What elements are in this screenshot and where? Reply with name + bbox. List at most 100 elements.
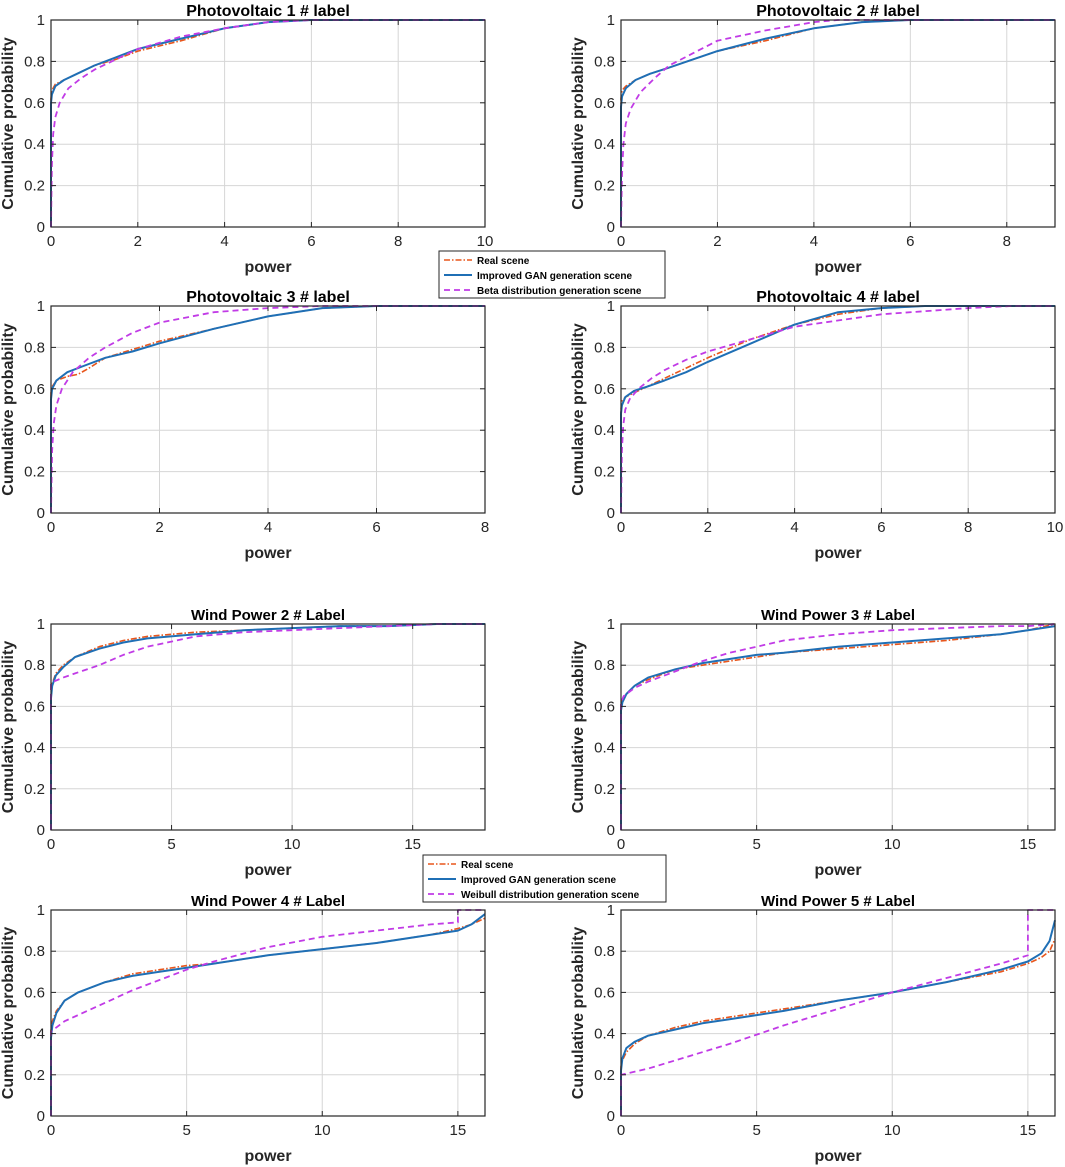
tick-label-y: 0.4 (24, 740, 45, 757)
tick-label-y: 0.4 (594, 136, 615, 153)
tick-label-y: 0.8 (594, 943, 615, 960)
tick-label-y: 0.8 (594, 339, 615, 356)
x-axis-label: power (814, 1148, 861, 1165)
tick-label-x: 2 (134, 233, 142, 250)
tick-label-y: 0.6 (594, 698, 615, 715)
tick-label-x: 4 (220, 233, 228, 250)
x-axis-label: power (244, 1148, 291, 1165)
series-gan (620, 305, 1055, 513)
tick-label-y: 0 (607, 1108, 615, 1125)
tick-label-x: 10 (477, 233, 494, 250)
tick-label-y: 0 (37, 219, 45, 236)
chart-5: 0 5 10 15 0 0.2 0.4 0.6 0.8 1 Wind Power 2 # Label… (0, 607, 486, 879)
axes-box (620, 19, 1056, 228)
series-dist (620, 623, 1056, 830)
tick-label-y: 0 (607, 822, 615, 839)
tick-label-y: 0.8 (24, 657, 45, 674)
tick-label-y: 0.4 (594, 740, 615, 757)
tick-label-x: 2 (713, 233, 721, 250)
tick-label-y: 0.8 (24, 943, 45, 960)
series-dist (620, 19, 1055, 228)
tick-label-x: 8 (1003, 233, 1011, 250)
tick-label-y: 0 (37, 1108, 45, 1125)
tick-label-x: 6 (307, 233, 315, 250)
chart-title: Wind Power 2 # Label (191, 607, 345, 624)
legend-box (422, 854, 667, 903)
tick-label-y: 1 (607, 902, 615, 919)
legend-box (438, 250, 666, 299)
tick-label-x: 4 (810, 233, 818, 250)
tick-label-y: 0.2 (594, 1067, 615, 1084)
tick-label-y: 1 (37, 616, 45, 633)
x-axis-label: power (244, 545, 291, 562)
tick-label-y: 0.8 (594, 657, 615, 674)
x-axis-label: power (814, 545, 861, 562)
tick-label-y: 0.6 (24, 381, 45, 398)
tick-label-x: 10 (314, 1122, 331, 1139)
tick-label-y: 1 (607, 12, 615, 29)
tick-label-y: 0.2 (594, 781, 615, 798)
x-axis-label: power (814, 259, 861, 276)
legend-label: Weibull distribution generation scene (461, 890, 640, 901)
tick-label-x: 15 (1020, 1122, 1037, 1139)
axes-box (620, 909, 1056, 1117)
y-axis-label: Cumulative probability (0, 323, 17, 496)
series-dist (620, 909, 1055, 1116)
series-dist (50, 909, 485, 1116)
tick-label-y: 1 (607, 298, 615, 315)
tick-label-y: 0.4 (24, 136, 45, 153)
y-axis-label: Cumulative probability (0, 37, 17, 210)
tick-label-y: 0 (607, 505, 615, 522)
chart-1: 0 2 4 6 8 10 0 0.2 0.4 0.6 0.8 1 Photovoltaic 1 # la… (0, 3, 493, 276)
tick-label-x: 6 (906, 233, 914, 250)
plot-area (51, 20, 485, 227)
tick-label-x: 0 (47, 519, 55, 536)
chart-6: 0 5 10 15 0 0.2 0.4 0.6 0.8 1 Wind Power 3 # Label… (570, 607, 1056, 879)
chart-title: Photovoltaic 2 # label (756, 3, 920, 20)
legend-photovoltaic: Real scene Improved GAN generation scene B… (438, 250, 666, 299)
tick-label-y: 0.2 (24, 178, 45, 195)
tick-label-x: 5 (182, 1122, 190, 1139)
tick-label-y: 0 (37, 822, 45, 839)
tick-label-y: 0.8 (24, 339, 45, 356)
series-gan (620, 625, 1056, 830)
tick-label-y: 0 (607, 219, 615, 236)
tick-label-y: 0.2 (24, 464, 45, 481)
series-dist (50, 623, 485, 830)
tick-label-x: 4 (790, 519, 798, 536)
tick-label-y: 0.6 (594, 984, 615, 1001)
tick-label-x: 15 (450, 1122, 467, 1139)
axes-box (50, 19, 486, 228)
series-gan (50, 19, 485, 227)
legend-label: Real scene (461, 860, 514, 871)
series-gan (620, 920, 1056, 1116)
tick-label-x: 8 (964, 519, 972, 536)
tick-label-x: 6 (877, 519, 885, 536)
tick-label-x: 5 (752, 836, 760, 853)
tick-label-x: 8 (394, 233, 402, 250)
tick-label-x: 15 (404, 836, 421, 853)
tick-label-x: 0 (47, 233, 55, 250)
chart-3: 0 2 4 6 8 0 0.2 0.4 0.6 0.8 1 Photovoltaic 3 # labe… (0, 289, 489, 562)
legend-wind-power: Real scene Improved GAN generation scene W… (422, 854, 667, 903)
plot-area (621, 910, 1055, 1116)
tick-label-y: 0.6 (24, 95, 45, 112)
tick-label-x: 5 (752, 1122, 760, 1139)
chart-4: 0 2 4 6 8 10 0 0.2 0.4 0.6 0.8 1 Photovoltaic 4 # la… (570, 289, 1063, 562)
chart-title: Photovoltaic 3 # label (186, 289, 350, 306)
tick-label-y: 0.2 (24, 1067, 45, 1084)
chart-title: Photovoltaic 1 # label (186, 3, 350, 20)
tick-label-x: 15 (1020, 836, 1037, 853)
chart-title: Wind Power 3 # Label (761, 607, 915, 624)
tick-label-y: 0.4 (24, 1026, 45, 1043)
series-dist (50, 305, 485, 514)
tick-label-x: 10 (884, 836, 901, 853)
tick-label-x: 0 (617, 519, 625, 536)
plot-area (621, 20, 1055, 227)
tick-label-x: 4 (264, 519, 272, 536)
y-axis-label: Cumulative probability (570, 37, 587, 210)
tick-label-y: 1 (37, 298, 45, 315)
tick-label-y: 0.6 (594, 381, 615, 398)
tick-label-x: 2 (155, 519, 163, 536)
chart-title: Wind Power 5 # Label (761, 893, 915, 910)
